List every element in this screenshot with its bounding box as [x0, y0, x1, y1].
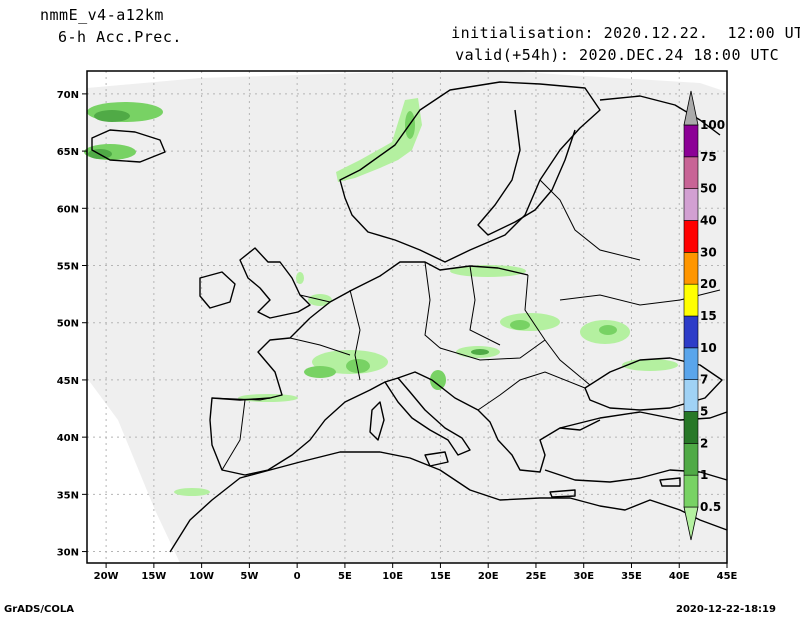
lon-tick-label: 0	[294, 571, 301, 582]
init-value: 2020.12.22. 12:00 UTC	[603, 24, 800, 42]
precip-areas	[84, 98, 678, 496]
lon-tick-label: 35E	[621, 571, 642, 582]
lat-tick-label: 50N	[57, 319, 79, 330]
colorbar-label: 1	[700, 468, 708, 482]
lon-tick-label: 5W	[240, 571, 258, 582]
colorbar-segment	[683, 156, 699, 189]
precip-area-black-sea	[622, 359, 678, 371]
lat-tick-label: 35N	[57, 490, 79, 501]
generation-timestamp: 2020-12-22-18:19	[676, 604, 776, 615]
colorbar-label: 15	[700, 309, 717, 323]
lat-tick-label: 70N	[57, 90, 79, 101]
colorbar-segment	[683, 411, 699, 444]
colorbar-label: 30	[700, 245, 717, 259]
colorbar-segment	[683, 220, 699, 253]
colorbar-label: 5	[700, 405, 708, 419]
colorbar-segment	[683, 347, 699, 380]
lon-tick-label: 45E	[717, 571, 738, 582]
lat-tick-label: 65N	[57, 147, 79, 158]
lon-tick-label: 30E	[573, 571, 594, 582]
colorbar-label: 75	[700, 150, 717, 164]
colorbar-label: 100	[700, 118, 725, 132]
colorbar-segment	[683, 90, 699, 126]
precip-area-atlantic	[174, 488, 210, 496]
colorbar-segment	[683, 283, 699, 317]
valid-time: valid(+54h): 2020.DEC.24 18:00 UTC	[436, 28, 779, 64]
precip-area-baltic	[450, 265, 526, 277]
lat-tick-label: 45N	[57, 376, 79, 387]
lon-tick-label: 5E	[338, 571, 352, 582]
colorbar-label: 50	[700, 182, 717, 196]
valid-value: 2020.DEC.24 18:00 UTC	[578, 46, 780, 64]
software-credit: GrADS/COLA	[4, 604, 74, 615]
colorbar-segment	[683, 379, 699, 412]
valid-label: valid(+54h):	[455, 46, 570, 64]
colorbar-label: 7	[700, 373, 708, 387]
map-axes: 20W 15W 10W 5W 0 5E 10E 15E 20E 25E 30E 35E 40E 45E 30…	[57, 90, 738, 582]
init-label: initialisation:	[451, 24, 595, 42]
lon-tick-label: 20E	[478, 571, 499, 582]
colorbar-label: 2	[700, 436, 708, 450]
lon-tick-label: 15E	[430, 571, 451, 582]
colorbar-label: 10	[700, 341, 717, 355]
init-time: initialisation: 2020.12.22. 12:00 UTC	[432, 6, 800, 42]
model-name: nmmE_v4-a12km	[40, 6, 164, 24]
lat-tick-label: 60N	[57, 204, 79, 215]
colorbar-segment	[683, 443, 699, 476]
colorbar-segment	[683, 188, 699, 221]
lon-tick-label: 15W	[141, 571, 166, 582]
coastlines	[91, 81, 728, 553]
lat-tick-label: 40N	[57, 433, 79, 444]
colorbar-segment	[683, 252, 699, 285]
lon-tick-label: 10E	[382, 571, 403, 582]
colorbar-segment	[683, 315, 699, 349]
colorbar-label: 20	[700, 277, 717, 291]
colorbar-segment	[683, 124, 699, 158]
precip-area-croatia	[430, 370, 446, 390]
lat-tick-label: 55N	[57, 262, 79, 273]
field-name: 6-h Acc.Prec.	[58, 28, 182, 46]
colorbar: 0.5 1 2 5 7 10 15 20 30 40 50 75 100	[683, 90, 725, 541]
colorbar-segment	[683, 474, 699, 508]
colorbar-label: 0.5	[700, 500, 721, 514]
precip-area-poland	[500, 313, 560, 331]
lat-tick-label: 30N	[57, 548, 79, 559]
lon-tick-label: 20W	[94, 571, 119, 582]
colorbar-label: 40	[700, 214, 717, 228]
map-frame	[86, 70, 728, 564]
lon-tick-label: 10W	[189, 571, 214, 582]
lon-tick-label: 25E	[526, 571, 547, 582]
model-domain	[87, 72, 727, 563]
precip-area-norway	[336, 98, 422, 182]
lon-tick-label: 40E	[669, 571, 690, 582]
